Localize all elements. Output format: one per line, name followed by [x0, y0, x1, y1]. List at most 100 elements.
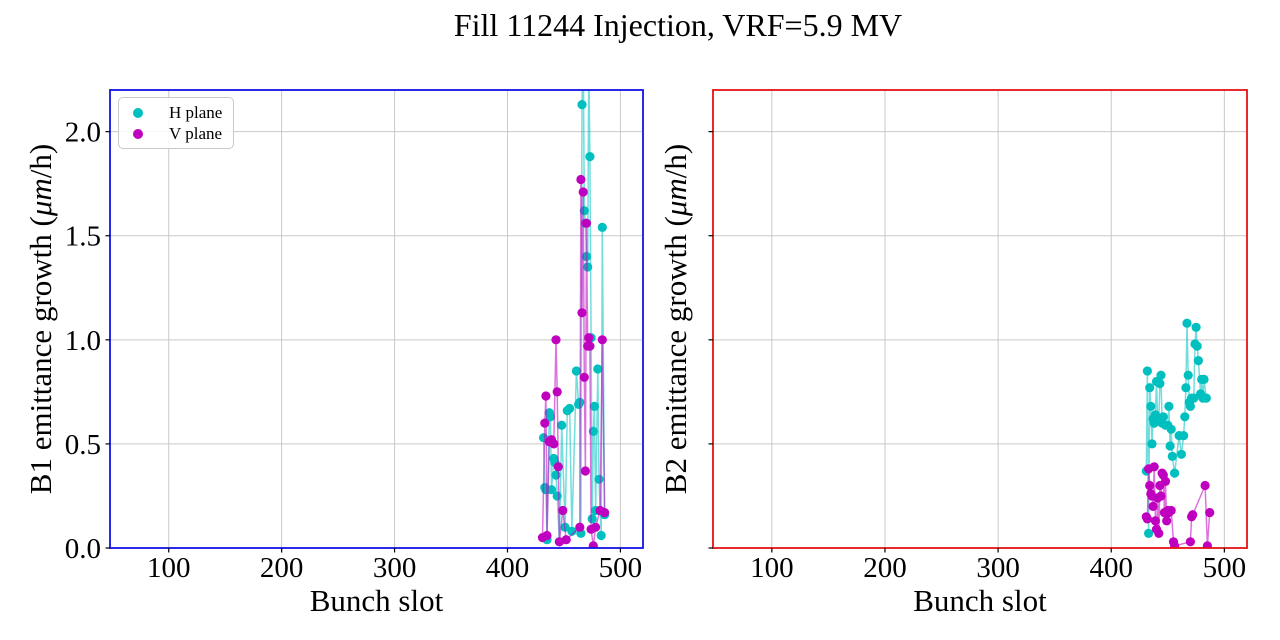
b1-v-plane-point: [600, 507, 610, 518]
x-tick-label: 500: [599, 552, 643, 584]
b1-v-plane-point: [549, 439, 559, 449]
b2-v-plane-point: [1162, 516, 1172, 526]
b1-h-plane-point: [577, 100, 587, 110]
b2-h-plane-point: [1166, 424, 1176, 434]
legend-item-v-plane: V plane: [125, 123, 227, 144]
b2-v-plane-point: [1149, 462, 1159, 472]
b2-h-plane-point: [1167, 451, 1177, 461]
b1-h-plane-point: [551, 470, 561, 480]
b1-h-plane-point: [552, 491, 562, 501]
b2-h-plane-point: [1179, 431, 1189, 441]
y-tick-label: 0.5: [65, 429, 101, 461]
b2-v-plane-point: [1142, 514, 1152, 524]
b1-h-plane-point: [587, 514, 597, 524]
x-tick-label: 300: [373, 552, 417, 584]
b2-h-plane-point: [1193, 356, 1203, 366]
b1-y-axis-label: B1 emittance growth (μm/h): [23, 144, 58, 494]
b1-h-plane-point: [557, 420, 567, 430]
b1-h-plane-point: [584, 54, 593, 63]
b2-h-plane-point: [1201, 393, 1211, 403]
b2-v-plane-point: [1188, 510, 1198, 520]
b2-y-axis-label: B2 emittance growth (μm/h): [658, 144, 693, 494]
b1-h-plane-point: [565, 403, 575, 414]
b1-v-plane-point: [585, 341, 595, 351]
legend: H plane V plane: [118, 97, 234, 149]
b1-h-plane-point: [593, 364, 603, 374]
b2-h-plane-point: [1181, 383, 1191, 393]
v-plane-marker-icon: [133, 128, 143, 139]
b1-h-plane-point: [571, 366, 582, 376]
b2-v-plane-point: [1148, 501, 1158, 511]
b1-v-plane-point: [551, 335, 561, 345]
b2-h-plane-point: [1192, 341, 1202, 351]
b2-h-plane-point: [1144, 528, 1154, 539]
b1-h-plane-point: [579, 33, 588, 42]
b2-h-plane-point: [1182, 318, 1192, 328]
b1-v-plane-point: [597, 335, 607, 345]
b2-v-plane-point: [1202, 541, 1212, 548]
b2-v-plane-point: [1185, 537, 1195, 547]
b1-v-plane-point: [581, 218, 592, 228]
b2-v-plane-point: [1200, 480, 1210, 491]
b1-x-axis-label: Bunch slot: [310, 583, 444, 618]
b1-v-plane-point: [579, 372, 589, 382]
b2-v-plane-point: [1150, 516, 1160, 526]
y-tick-label: 2.0: [65, 117, 101, 149]
y-tick-label: 0.0: [65, 533, 101, 565]
b2-x-axis-label: Bunch slot: [913, 583, 1047, 618]
b1-v-plane-point: [588, 541, 598, 548]
b1-v-plane-point: [577, 308, 587, 318]
b1-h-plane-point: [596, 530, 606, 541]
figure-title: Fill 11244 Injection, VRF=5.9 MV: [453, 7, 903, 43]
b1-h-plane-point: [597, 222, 607, 232]
b2-h-plane-point: [1158, 412, 1168, 422]
b2-h-plane-point: [1189, 393, 1199, 403]
b2-v-plane-point: [1154, 528, 1164, 539]
y-tick-label: 1.0: [65, 325, 101, 357]
legend-label-v-plane: V plane: [169, 123, 223, 143]
b1-spines: [109, 89, 644, 549]
b2-v-plane-point: [1205, 507, 1215, 518]
b1-h-plane-point: [579, 206, 589, 216]
b1-v-plane-point: [578, 187, 588, 197]
x-tick-label: 100: [750, 552, 794, 584]
b1-h-plane-point: [545, 412, 556, 422]
b1-v-plane-point: [540, 418, 550, 428]
b1-h-plane-point: [567, 526, 577, 536]
b1-h-plane-point: [585, 152, 595, 162]
x-tick-label: 100: [147, 552, 191, 584]
b2-h-plane-point: [1183, 370, 1193, 380]
b2-h-plane-point: [1170, 468, 1180, 478]
x-tick-label: 500: [1203, 552, 1247, 584]
b1-v-plane-point: [575, 522, 585, 532]
legend-item-h-plane: H plane: [125, 102, 227, 123]
b1-v-plane-point: [580, 466, 591, 476]
b1-h-plane-point: [589, 401, 600, 411]
b1-v-plane-point: [552, 387, 562, 397]
b2-spines: [712, 89, 1248, 549]
b2-data-group: [1141, 318, 1215, 548]
x-tick-label: 400: [486, 552, 530, 584]
b1-v-plane-point: [591, 522, 601, 532]
b1-v-plane-point: [542, 530, 552, 541]
b2-v-plane-point: [1160, 476, 1171, 486]
b1-data-group: [537, 33, 610, 548]
b1-v-plane-point: [576, 174, 586, 185]
x-tick-label: 400: [1089, 552, 1133, 584]
b1-v-plane-point: [541, 391, 551, 401]
x-tick-label: 200: [260, 552, 304, 584]
b2-h-plane-point: [1199, 374, 1209, 384]
b1-v-plane-point: [553, 462, 563, 472]
b1-v-plane-point: [584, 333, 594, 343]
y-tick-label: 1.5: [65, 221, 101, 253]
b2-h-plane-point: [1156, 370, 1166, 380]
b2-h-plane-point: [1180, 412, 1190, 422]
legend-label-h-plane: H plane: [169, 102, 223, 122]
b2-h-plane-point: [1176, 449, 1186, 459]
b2-h-plane-point: [1145, 383, 1155, 393]
h-plane-marker-icon: [133, 107, 143, 118]
b1-h-plane-point: [594, 474, 604, 484]
x-tick-label: 200: [863, 552, 907, 584]
